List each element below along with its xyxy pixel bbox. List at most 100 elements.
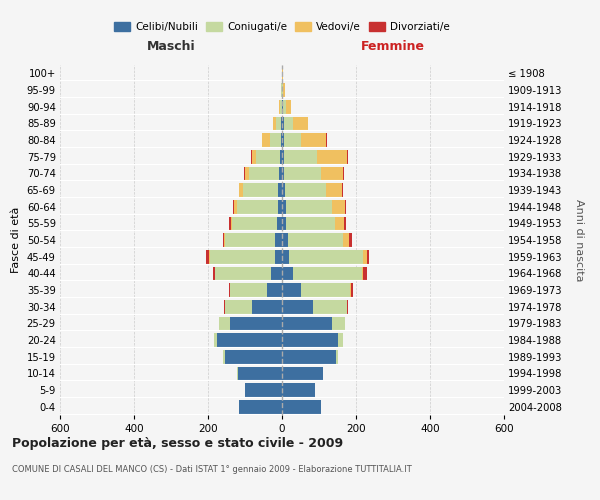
Bar — [317, 150, 347, 164]
Bar — [282, 383, 316, 397]
Bar — [275, 233, 282, 247]
Bar — [367, 250, 369, 264]
Bar — [229, 216, 230, 230]
Bar — [351, 283, 353, 297]
Bar — [230, 216, 232, 230]
Text: Femmine: Femmine — [361, 40, 425, 54]
Bar — [282, 316, 332, 330]
Bar — [283, 100, 286, 114]
Bar — [279, 166, 282, 180]
Bar — [256, 150, 280, 164]
Bar — [219, 316, 230, 330]
Bar — [229, 283, 230, 297]
Bar — [364, 250, 367, 264]
Bar — [244, 166, 245, 180]
Bar — [209, 250, 210, 264]
Bar — [251, 150, 253, 164]
Bar — [343, 233, 349, 247]
Bar — [350, 283, 351, 297]
Bar — [345, 200, 346, 213]
Bar — [250, 166, 279, 180]
Bar — [214, 333, 217, 347]
Bar — [326, 183, 343, 197]
Bar — [234, 200, 237, 213]
Bar — [273, 116, 276, 130]
Bar — [293, 116, 308, 130]
Bar — [239, 400, 282, 413]
Bar — [287, 233, 343, 247]
Bar — [332, 316, 345, 330]
Bar — [282, 200, 286, 213]
Bar — [238, 366, 282, 380]
Bar — [332, 200, 345, 213]
Bar — [282, 166, 284, 180]
Bar — [301, 133, 326, 147]
Bar — [282, 183, 285, 197]
Bar — [230, 316, 282, 330]
Bar — [270, 133, 281, 147]
Bar — [276, 116, 281, 130]
Bar — [286, 100, 291, 114]
Bar — [282, 283, 301, 297]
Bar — [224, 300, 253, 314]
Bar — [335, 350, 337, 364]
Bar — [280, 150, 282, 164]
Bar — [282, 350, 335, 364]
Bar — [343, 166, 344, 180]
Bar — [337, 333, 343, 347]
Bar — [277, 216, 282, 230]
Bar — [278, 183, 282, 197]
Bar — [233, 200, 234, 213]
Bar — [284, 150, 317, 164]
Bar — [283, 83, 286, 97]
Bar — [293, 266, 362, 280]
Y-axis label: Fasce di età: Fasce di età — [11, 207, 21, 273]
Bar — [210, 250, 275, 264]
Bar — [282, 366, 323, 380]
Text: Popolazione per età, sesso e stato civile - 2009: Popolazione per età, sesso e stato civil… — [12, 438, 343, 450]
Bar — [224, 233, 226, 247]
Text: Maschi: Maschi — [146, 40, 196, 54]
Bar — [282, 216, 286, 230]
Bar — [282, 333, 337, 347]
Bar — [282, 250, 289, 264]
Bar — [245, 166, 250, 180]
Bar — [344, 216, 346, 230]
Bar — [226, 233, 275, 247]
Bar — [282, 300, 313, 314]
Bar — [282, 266, 293, 280]
Legend: Celibi/Nubili, Coniugati/e, Vedovi/e, Divorziati/e: Celibi/Nubili, Coniugati/e, Vedovi/e, Di… — [110, 18, 454, 36]
Bar — [237, 366, 238, 380]
Bar — [284, 166, 321, 180]
Bar — [271, 266, 282, 280]
Bar — [215, 266, 271, 280]
Bar — [313, 300, 347, 314]
Bar — [282, 116, 284, 130]
Bar — [321, 166, 343, 180]
Bar — [282, 150, 284, 164]
Bar — [347, 300, 348, 314]
Bar — [282, 100, 283, 114]
Bar — [281, 133, 282, 147]
Bar — [267, 283, 282, 297]
Bar — [285, 183, 326, 197]
Bar — [301, 283, 350, 297]
Bar — [289, 250, 364, 264]
Bar — [284, 116, 293, 130]
Bar — [262, 133, 270, 147]
Bar — [286, 200, 332, 213]
Bar — [223, 233, 224, 247]
Text: COMUNE DI CASALI DEL MANCO (CS) - Dati ISTAT 1° gennaio 2009 - Elaborazione TUTT: COMUNE DI CASALI DEL MANCO (CS) - Dati I… — [12, 466, 412, 474]
Bar — [224, 350, 282, 364]
Bar — [230, 283, 267, 297]
Bar — [245, 383, 282, 397]
Bar — [286, 216, 335, 230]
Bar — [278, 200, 282, 213]
Bar — [253, 300, 282, 314]
Bar — [349, 233, 352, 247]
Bar — [335, 216, 344, 230]
Bar — [347, 150, 348, 164]
Bar — [232, 216, 277, 230]
Bar — [364, 266, 367, 280]
Bar — [281, 116, 282, 130]
